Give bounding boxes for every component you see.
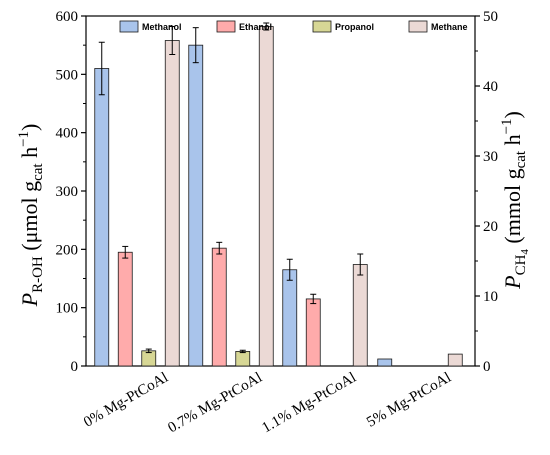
legend-label-ethanol: Ethanol xyxy=(239,22,272,32)
bars-group xyxy=(94,26,463,367)
bar-methanol xyxy=(94,68,110,367)
left-tick-label: 500 xyxy=(56,67,79,83)
x-category-label: 0.7% Mg-PtCoAl xyxy=(165,370,265,437)
plot-border xyxy=(85,15,476,367)
legend-label-propanol: Propanol xyxy=(335,22,374,32)
bar-methanol xyxy=(188,44,204,367)
legend-swatch-methanol xyxy=(119,20,139,33)
x-category-label: 0% Mg-PtCoAl xyxy=(81,370,171,431)
plot-frame xyxy=(85,15,476,367)
legend-swatch-ethanol xyxy=(216,20,236,33)
legend: Methanol Ethanol Propanol Methane xyxy=(119,20,468,33)
left-tick-label: 300 xyxy=(56,184,79,200)
left-tick-label: 100 xyxy=(56,301,79,317)
right-tick-label: 10 xyxy=(483,289,498,305)
bar-methanol xyxy=(282,269,298,367)
x-category-label: 5% Mg-PtCoAl xyxy=(364,370,454,431)
bar-methane xyxy=(352,264,368,367)
right-tick-label: 0 xyxy=(483,359,491,375)
right-tick-label: 40 xyxy=(483,79,498,95)
right-tick-label: 50 xyxy=(483,9,498,25)
right-axis-ticks: 0 10 20 30 40 50 xyxy=(475,9,498,375)
bar-propanol xyxy=(235,351,251,367)
left-tick-label: 0 xyxy=(71,359,79,375)
x-category-label: 1.1% Mg-PtCoAl xyxy=(259,370,359,437)
bar-methanol xyxy=(377,358,393,367)
bar-propanol xyxy=(141,350,157,367)
left-axis-ticks: 0 100 200 300 400 500 600 xyxy=(56,9,86,375)
right-tick-label: 20 xyxy=(483,219,498,235)
legend-swatch-methane xyxy=(408,20,428,33)
left-tick-label: 400 xyxy=(56,126,79,142)
bar-ethanol xyxy=(211,247,227,367)
bar-ethanol xyxy=(305,298,321,367)
right-axis-title: PCH4 (mmol gcat h−1) xyxy=(499,111,531,290)
bar-ethanol xyxy=(117,251,133,367)
legend-swatch-propanol xyxy=(312,20,332,33)
right-tick-label: 30 xyxy=(483,149,498,165)
legend-label-methane: Methane xyxy=(431,22,468,32)
left-axis-title: PR-OH (μmol gcat h−1) xyxy=(16,124,46,308)
error-bars-group xyxy=(98,22,364,354)
left-tick-label: 600 xyxy=(56,9,79,25)
legend-label-methanol: Methanol xyxy=(142,22,182,32)
bar-methane xyxy=(447,353,463,367)
bar-methane xyxy=(164,40,180,367)
left-tick-label: 200 xyxy=(56,242,79,258)
bar-methane xyxy=(258,26,274,367)
